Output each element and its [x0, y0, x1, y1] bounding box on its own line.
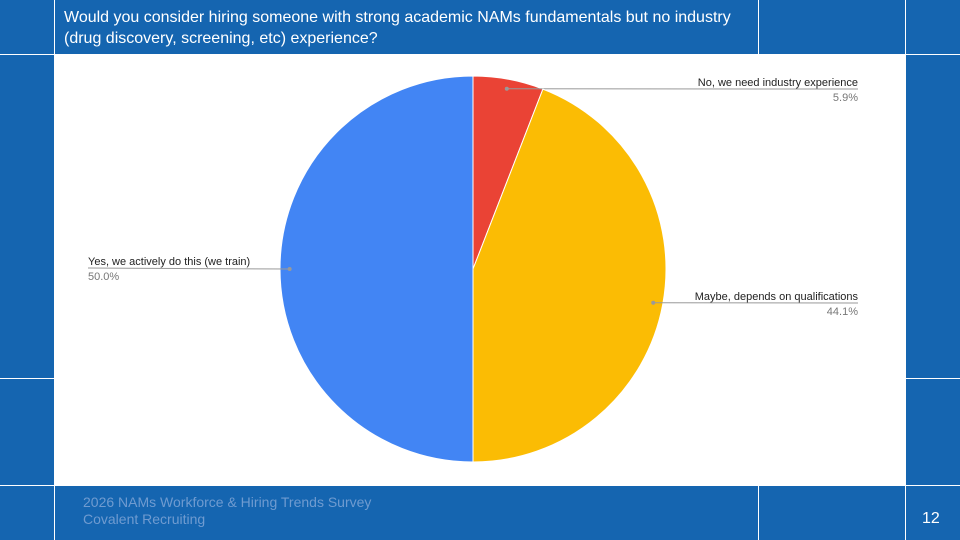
footer: 2026 NAMs Workforce & Hiring Trends Surv… — [83, 494, 371, 528]
frame-line-h4 — [905, 378, 960, 379]
pie-slice-2 — [279, 75, 474, 463]
frame-line-h1 — [0, 54, 960, 55]
frame-line-v1 — [54, 0, 55, 540]
footer-survey-name: 2026 NAMs Workforce & Hiring Trends Surv… — [83, 494, 372, 510]
slice-value-2: 50.0% — [88, 271, 119, 283]
leader-line-2 — [87, 267, 290, 270]
slice-value-1: 44.1% — [827, 306, 858, 318]
leader-dot-2 — [287, 267, 292, 271]
frame-line-v4 — [905, 0, 906, 540]
frame-line-v2 — [758, 0, 759, 55]
leader-dot-1 — [651, 300, 656, 305]
page-number: 12 — [922, 510, 940, 527]
slice-label-0: No, we need industry experience — [698, 77, 858, 89]
slice-value-0: 5.9% — [833, 92, 858, 104]
pie-slice-1 — [472, 88, 667, 463]
frame-line-v3 — [758, 485, 759, 540]
frame-line-h2 — [0, 485, 960, 486]
slice-label-1: Maybe, depends on qualifications — [695, 291, 859, 303]
footer-company: Covalent Recruiting — [83, 511, 206, 527]
slice-label-2: Yes, we actively do this (we train) — [88, 256, 250, 268]
slide-title: Would you consider hiring someone with s… — [64, 9, 731, 47]
frame-line-h3 — [0, 378, 55, 379]
leader-dot-0 — [504, 86, 509, 91]
